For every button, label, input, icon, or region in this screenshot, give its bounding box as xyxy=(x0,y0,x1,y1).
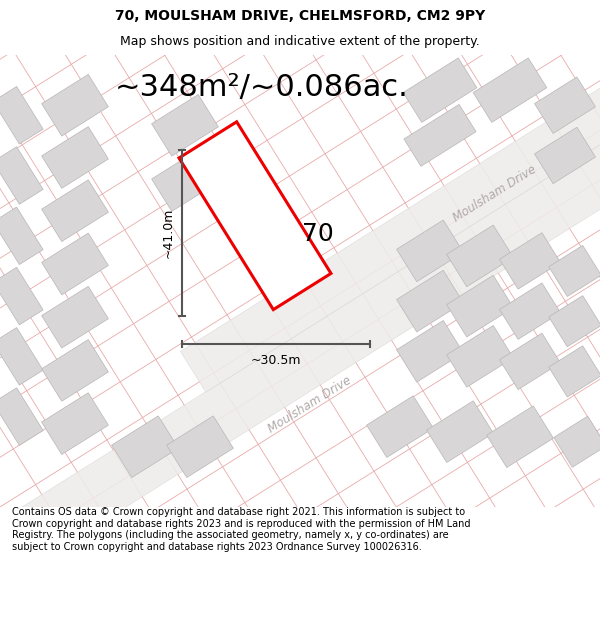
Polygon shape xyxy=(500,283,560,339)
Polygon shape xyxy=(549,346,600,397)
Polygon shape xyxy=(397,220,463,282)
Polygon shape xyxy=(0,268,43,325)
Text: Map shows position and indicative extent of the property.: Map shows position and indicative extent… xyxy=(120,35,480,48)
Polygon shape xyxy=(41,74,109,136)
Text: 70: 70 xyxy=(302,222,334,246)
Polygon shape xyxy=(554,416,600,468)
Polygon shape xyxy=(152,94,218,156)
Text: 70, MOULSHAM DRIVE, CHELMSFORD, CM2 9PY: 70, MOULSHAM DRIVE, CHELMSFORD, CM2 9PY xyxy=(115,9,485,24)
Polygon shape xyxy=(500,333,560,389)
Polygon shape xyxy=(41,233,109,295)
Polygon shape xyxy=(500,232,560,289)
Text: Moulsham Drive: Moulsham Drive xyxy=(266,374,354,436)
Polygon shape xyxy=(41,392,109,454)
Polygon shape xyxy=(367,396,433,458)
Polygon shape xyxy=(397,321,463,382)
Polygon shape xyxy=(397,270,463,332)
Polygon shape xyxy=(112,416,178,478)
Polygon shape xyxy=(179,122,331,309)
Text: ~30.5m: ~30.5m xyxy=(251,354,301,367)
Polygon shape xyxy=(181,0,600,392)
Polygon shape xyxy=(0,86,43,144)
Polygon shape xyxy=(404,104,476,166)
Polygon shape xyxy=(0,388,43,446)
Text: Contains OS data © Crown copyright and database right 2021. This information is : Contains OS data © Crown copyright and d… xyxy=(12,507,470,552)
Polygon shape xyxy=(167,416,233,478)
Polygon shape xyxy=(487,406,553,468)
Polygon shape xyxy=(535,77,595,133)
Polygon shape xyxy=(446,225,514,287)
Polygon shape xyxy=(446,275,514,337)
Polygon shape xyxy=(41,339,109,401)
Text: Moulsham Drive: Moulsham Drive xyxy=(451,162,539,224)
Polygon shape xyxy=(152,150,218,211)
Polygon shape xyxy=(403,58,477,122)
Polygon shape xyxy=(549,246,600,296)
Polygon shape xyxy=(41,127,109,188)
Text: ~348m²/~0.086ac.: ~348m²/~0.086ac. xyxy=(115,72,409,102)
Polygon shape xyxy=(41,286,109,348)
Polygon shape xyxy=(473,58,547,122)
Polygon shape xyxy=(0,207,43,264)
Polygon shape xyxy=(535,127,595,184)
Polygon shape xyxy=(549,296,600,347)
Polygon shape xyxy=(0,147,43,204)
Polygon shape xyxy=(41,180,109,241)
Text: ~41.0m: ~41.0m xyxy=(161,208,175,259)
Polygon shape xyxy=(446,326,514,387)
Polygon shape xyxy=(0,109,600,625)
Polygon shape xyxy=(427,401,493,462)
Polygon shape xyxy=(0,328,43,385)
